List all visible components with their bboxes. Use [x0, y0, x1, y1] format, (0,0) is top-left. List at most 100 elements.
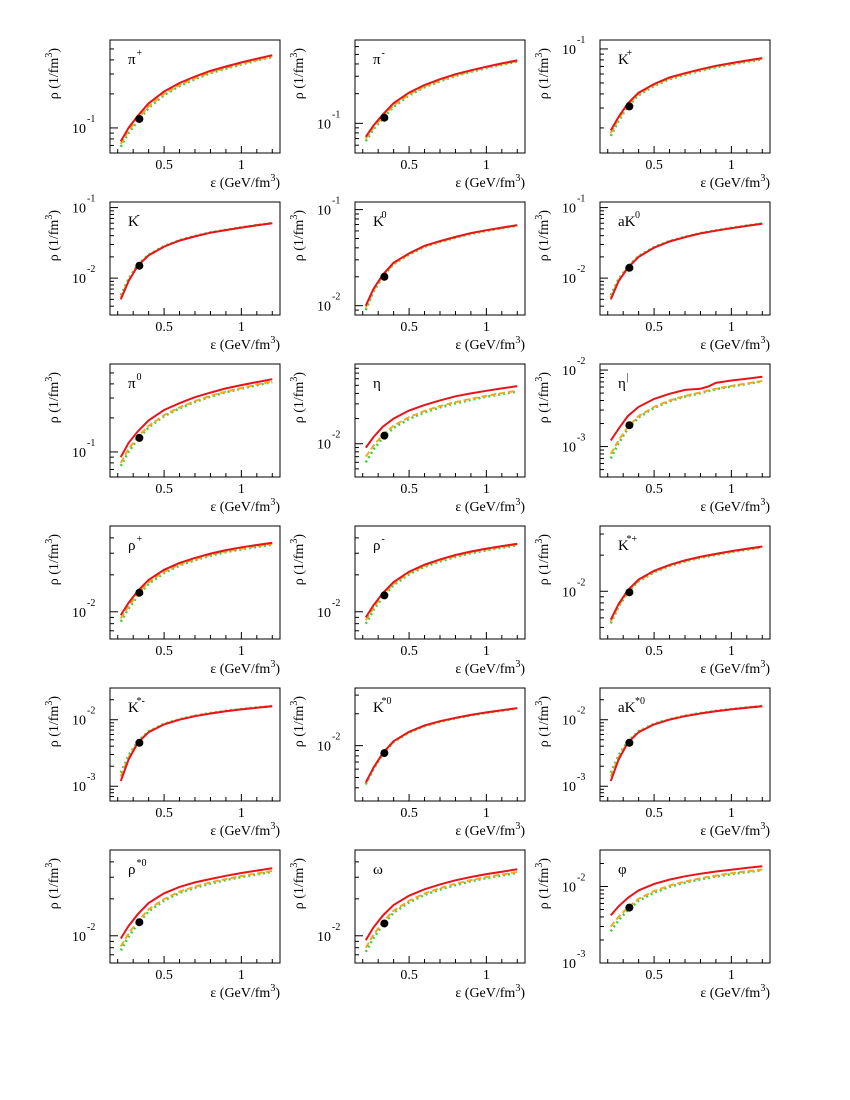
- x-tick-label: 0.5: [400, 482, 418, 497]
- x-tick-label: 0.5: [155, 320, 173, 335]
- particle-superscript: 0: [382, 210, 387, 221]
- series-dashed: [609, 57, 763, 134]
- x-axis-label: ε (GeV/fm3): [700, 173, 770, 191]
- data-point: [625, 903, 634, 912]
- particle-superscript: *-: [137, 696, 145, 707]
- y-tick-exponent: -2: [577, 356, 585, 367]
- y-tick-label: 10: [562, 880, 576, 895]
- y-tick-exponent: -2: [577, 264, 585, 275]
- x-tick-label: 1: [728, 482, 735, 497]
- particle-label: K: [618, 52, 629, 68]
- particle-superscript: -: [137, 210, 140, 221]
- series-solid: [119, 705, 273, 782]
- x-tick-label: 1: [238, 806, 245, 821]
- y-tick-label: 10: [562, 585, 576, 600]
- x-tick-label: 1: [483, 320, 490, 335]
- y-tick-label: 10: [317, 740, 331, 755]
- x-tick-label: 0.5: [645, 968, 663, 983]
- y-axis-label: ρ (1/fm3): [289, 48, 307, 100]
- y-tick-exponent: -2: [87, 922, 95, 933]
- data-point: [380, 113, 389, 122]
- y-tick-label: 10: [72, 272, 86, 287]
- data-point: [380, 591, 389, 600]
- series-solid: [119, 222, 273, 300]
- particle-label: K: [618, 538, 629, 554]
- particle-superscript: *0: [635, 696, 645, 707]
- x-axis-label: ε (GeV/fm3): [210, 983, 280, 1001]
- x-tick-label: 0.5: [645, 482, 663, 497]
- series-dashed: [119, 380, 273, 464]
- x-axis-label: ε (GeV/fm3): [455, 173, 525, 191]
- particle-superscript: 0: [137, 372, 142, 383]
- x-tick-label: 0.5: [645, 644, 663, 659]
- x-tick-label: 1: [483, 806, 490, 821]
- y-axis-label: ρ (1/fm3): [289, 858, 307, 910]
- particle-superscript: *+: [627, 534, 638, 545]
- particle-label: K: [373, 700, 384, 716]
- data-point: [135, 738, 144, 747]
- panel-3: 0.5 110-210-1K-ε (GeV/fm3)ρ (1/fm3): [44, 194, 281, 353]
- x-tick-label: 0.5: [400, 968, 418, 983]
- y-tick-exponent: -3: [577, 949, 585, 960]
- particle-superscript: +: [137, 48, 143, 59]
- data-point: [135, 114, 144, 123]
- plot-frame: [354, 525, 526, 640]
- series-solid: [364, 868, 518, 941]
- x-tick-label: 1: [483, 968, 490, 983]
- data-point: [380, 431, 389, 440]
- series-dashed: [610, 868, 763, 928]
- panel-14: 0.5 110-310-2 aK *0ε (GeV/fm3)ρ (1/fm3): [534, 687, 771, 839]
- series-dotted: [119, 55, 273, 148]
- particle-label: ρ: [373, 538, 381, 554]
- x-tick-label: 0.5: [400, 806, 418, 821]
- series-solid: [609, 57, 763, 131]
- series-solid: [610, 865, 763, 916]
- y-tick-exponent: -2: [332, 922, 340, 933]
- series-solid: [364, 59, 518, 138]
- series-dashed: [364, 224, 518, 309]
- series-dotted: [609, 869, 763, 933]
- y-tick-label: 10: [562, 364, 576, 379]
- x-tick-label: 1: [238, 158, 245, 173]
- y-axis-label: ρ (1/fm3): [534, 372, 552, 424]
- particle-superscript: -: [382, 48, 385, 59]
- x-tick-label: 1: [728, 320, 735, 335]
- particle-superscript: 0: [635, 210, 640, 221]
- series-dotted: [119, 380, 273, 467]
- particle-label: φ: [618, 862, 627, 878]
- y-axis-label: ρ (1/fm3): [534, 48, 552, 100]
- series-dotted: [364, 871, 518, 953]
- y-tick-label: 10: [562, 780, 576, 795]
- y-tick-label: 10: [562, 202, 576, 217]
- series-solid: [119, 378, 273, 458]
- y-tick-exponent: -1: [87, 114, 95, 125]
- x-tick-label: 0.5: [155, 158, 173, 173]
- x-tick-label: 0.5: [400, 158, 418, 173]
- x-axis-label: ε (GeV/fm3): [210, 335, 280, 353]
- y-axis-label: ρ (1/fm3): [44, 696, 62, 748]
- particle-label: K: [128, 700, 139, 716]
- y-tick-label: 10: [562, 957, 576, 972]
- particle-label: π: [128, 52, 136, 68]
- particle-label: K: [128, 214, 139, 230]
- x-axis-label: ε (GeV/fm3): [455, 497, 525, 515]
- y-tick-exponent: -2: [577, 577, 585, 588]
- x-tick-label: 1: [238, 644, 245, 659]
- series-dashed: [364, 543, 518, 621]
- x-axis-label: ε (GeV/fm3): [210, 173, 280, 191]
- y-tick-label: 10: [317, 300, 331, 315]
- series-solid: [609, 545, 763, 621]
- series-dotted: [364, 60, 518, 142]
- series-solid: [119, 867, 273, 940]
- particle-superscript: |: [627, 372, 629, 383]
- x-tick-label: 0.5: [155, 968, 173, 983]
- x-axis-label: ε (GeV/fm3): [455, 821, 525, 839]
- particle-label: ρ: [128, 862, 136, 878]
- x-axis-label: ε (GeV/fm3): [455, 659, 525, 677]
- x-axis-label: ε (GeV/fm3): [455, 335, 525, 353]
- plot-frame: [109, 525, 281, 640]
- series-solid: [364, 707, 518, 783]
- y-tick-label: 10: [72, 202, 86, 217]
